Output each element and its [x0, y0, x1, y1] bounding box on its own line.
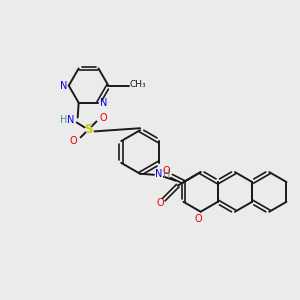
Text: N: N [155, 169, 163, 179]
Text: S: S [84, 123, 93, 136]
Text: O: O [100, 112, 107, 122]
Text: O: O [70, 136, 77, 146]
Text: N: N [67, 116, 74, 125]
Text: N: N [60, 81, 68, 91]
Text: H: H [60, 116, 68, 125]
Text: O: O [195, 214, 203, 224]
Text: O: O [163, 166, 170, 176]
Text: O: O [156, 199, 164, 208]
Text: CH₃: CH₃ [130, 80, 146, 89]
Text: H: H [163, 169, 170, 179]
Text: N: N [100, 98, 107, 108]
